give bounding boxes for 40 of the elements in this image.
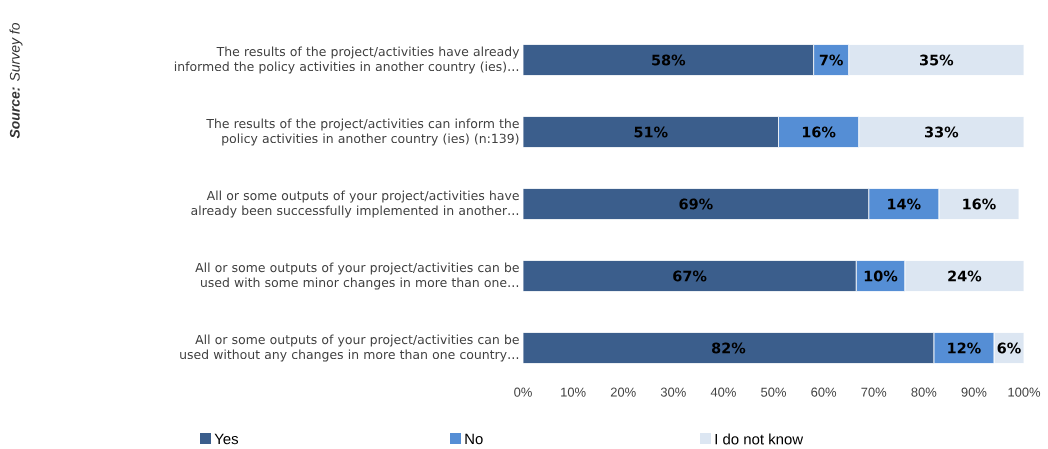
y-tick-label: All or some outputs of your project/activities have already been successfully implemented in another… xyxy=(191,190,519,218)
x-tick-label: 100% xyxy=(1008,387,1041,397)
data-label: 16% xyxy=(802,126,836,138)
bar xyxy=(523,44,814,76)
x-tick-label: 70% xyxy=(861,387,887,397)
bar xyxy=(523,116,779,148)
data-label: 82% xyxy=(712,342,746,354)
x-tick-label: 0% xyxy=(514,387,532,397)
data-label: 58% xyxy=(652,54,686,66)
data-label: 35% xyxy=(920,54,954,66)
x-tick-label: 80% xyxy=(911,387,937,397)
x-tick-label: 40% xyxy=(710,387,736,397)
y-tick-label: The results of the project/activities have already informed the policy activities in another country (ies)… xyxy=(174,46,520,74)
y-tick-label: The results of the project/activities can inform the policy activities in another country (ies) (n:139) xyxy=(206,118,519,146)
data-label: 16% xyxy=(963,198,996,210)
data-label: 51% xyxy=(634,126,668,138)
x-tick-label: 20% xyxy=(610,387,636,397)
data-label: 6% xyxy=(997,342,1021,354)
bar xyxy=(523,260,857,292)
data-label: 69% xyxy=(679,198,713,210)
text: Source: Survey fo xyxy=(9,22,23,139)
legend-label: Yes xyxy=(214,433,239,445)
x-tick-label: 50% xyxy=(761,387,787,397)
data-label: 14% xyxy=(888,198,921,210)
legend-label: No xyxy=(465,433,483,445)
legend-label: I do not know xyxy=(715,433,804,445)
x-tick-label: 90% xyxy=(961,387,987,397)
x-tick-label: 10% xyxy=(561,387,586,397)
data-label: 10% xyxy=(864,270,898,282)
bar xyxy=(523,188,870,220)
x-tick-label: 30% xyxy=(660,387,686,397)
bar xyxy=(523,332,935,364)
data-label: 33% xyxy=(925,126,959,138)
y-tick-label: All or some outputs of your project/activities can be used without any changes in more than one country… xyxy=(180,334,519,362)
y-tick-label: All or some outputs of your project/activities can be used with some minor changes in more than one… xyxy=(195,262,519,290)
data-label: 7% xyxy=(819,54,843,66)
data-label: 67% xyxy=(673,270,707,282)
data-label: 12% xyxy=(948,342,981,354)
x-tick-label: 60% xyxy=(811,387,837,397)
data-label: 24% xyxy=(948,270,982,282)
